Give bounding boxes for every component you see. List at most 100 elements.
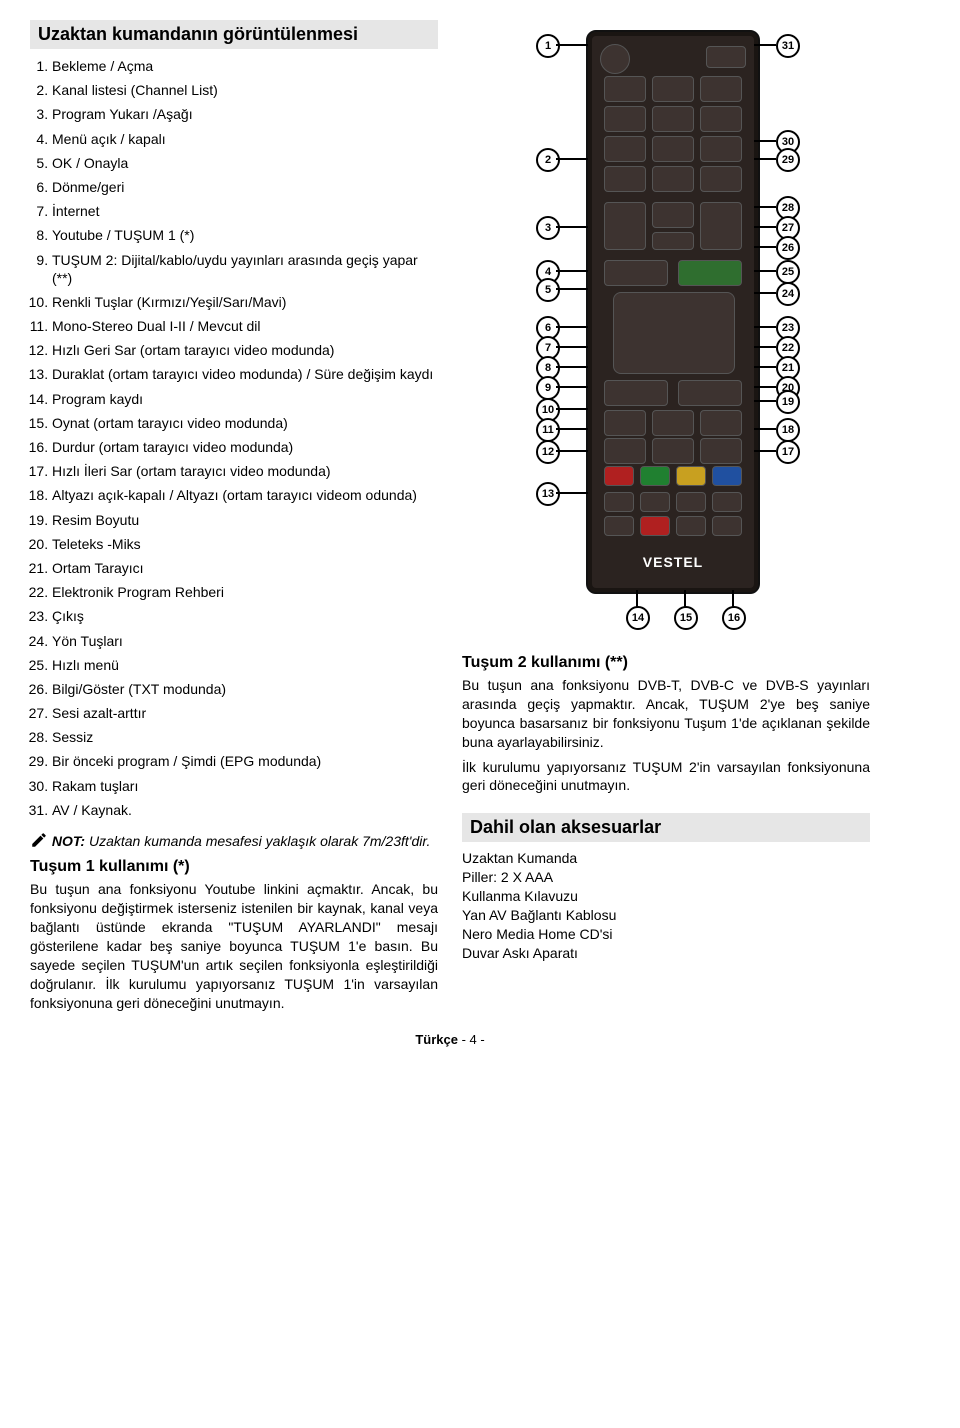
callout-bubble: 19 (776, 390, 800, 414)
remote-okpad (613, 292, 735, 374)
remote-btn-num (700, 76, 742, 102)
list-item: Hızlı Geri Sar (ortam tarayıcı video mod… (52, 341, 438, 359)
list-item: Hızlı İleri Sar (ortam tarayıcı video mo… (52, 462, 438, 480)
callout-bubble: 31 (776, 34, 800, 58)
callout-bubble: 24 (776, 282, 800, 306)
list-item: Yön Tuşları (52, 632, 438, 650)
footer-lang: Türkçe (415, 1032, 458, 1047)
callout-line (754, 292, 776, 294)
remote-btn-num (604, 76, 646, 102)
remote-btn-num (604, 106, 646, 132)
list-item: Program kaydı (52, 390, 438, 408)
list-item: AV / Kaynak. (52, 801, 438, 819)
callout-line (754, 386, 776, 388)
callout-bubble: 13 (536, 482, 560, 506)
remote-btn (640, 492, 670, 512)
remote-btn-menu (604, 260, 668, 286)
callout-bubble: 15 (674, 606, 698, 630)
tusum2-body: Bu tuşun ana fonksiyonu DVB-T, DVB-C ve … (462, 676, 870, 752)
remote-btn-red (604, 466, 634, 486)
remote-body: VESTEL (586, 30, 760, 594)
remote-btn-mute (652, 202, 694, 228)
list-item: Durdur (ortam tarayıcı video modunda) (52, 438, 438, 456)
remote-btn-rec (640, 516, 670, 536)
list-item: Çıkış (52, 607, 438, 625)
remote-btn (652, 232, 694, 250)
remote-btn-power (600, 44, 630, 74)
pencil-icon (30, 831, 48, 849)
remote-btn (700, 410, 742, 436)
callout-line (556, 492, 588, 494)
list-item: İnternet (52, 202, 438, 220)
remote-btn-vol (604, 202, 646, 250)
tusum2-body2: İlk kurulumu yapıyorsanız TUŞUM 2'in var… (462, 758, 870, 796)
accessory-item: Duvar Askı Aparatı (462, 945, 870, 961)
list-item: Sessiz (52, 728, 438, 746)
remote-btn (676, 492, 706, 512)
callout-bubble: 11 (536, 418, 560, 442)
list-item: Kanal listesi (Channel List) (52, 81, 438, 99)
remote-btn (604, 516, 634, 536)
list-item: Hızlı menü (52, 656, 438, 674)
brand-label: VESTEL (588, 554, 758, 570)
callout-line (732, 590, 734, 608)
list-item: Rakam tuşları (52, 777, 438, 795)
list-item: Teleteks -Miks (52, 535, 438, 553)
callout-line (556, 270, 588, 272)
callout-line (754, 366, 776, 368)
tusum1-title: Tuşum 1 kullanımı (*) (30, 858, 438, 876)
accessory-item: Yan AV Bağlantı Kablosu (462, 907, 870, 923)
remote-btn-blue (712, 466, 742, 486)
tusum1-body: Bu tuşun ana fonksiyonu Youtube linkini … (30, 880, 438, 1012)
left-column: Uzaktan kumandanın görüntülenmesi Beklem… (30, 20, 438, 1018)
callout-bubble: 17 (776, 440, 800, 464)
callout-bubble: 2 (536, 148, 560, 172)
callout-line (754, 44, 776, 46)
list-item: Ortam Tarayıcı (52, 559, 438, 577)
list-item: OK / Onayla (52, 154, 438, 172)
list-item: Altyazı açık-kapalı / Altyazı (ortam tar… (52, 486, 438, 504)
callout-line (556, 44, 588, 46)
callout-line (556, 386, 588, 388)
callout-bubble: 18 (776, 418, 800, 442)
remote-btn (652, 438, 694, 464)
footer-page: - 4 - (458, 1032, 485, 1047)
callout-line (754, 206, 776, 208)
remote-btn-num (700, 136, 742, 162)
callout-line (556, 366, 588, 368)
list-item: Dönme/geri (52, 178, 438, 196)
remote-btn-yellow (676, 466, 706, 486)
accessory-item: Piller: 2 X AAA (462, 869, 870, 885)
remote-btn-green (640, 466, 670, 486)
callout-bubble: 5 (536, 278, 560, 302)
callout-bubble: 3 (536, 216, 560, 240)
callout-line (556, 226, 588, 228)
remote-btn (604, 410, 646, 436)
callout-bubble: 9 (536, 376, 560, 400)
list-item: Program Yukarı /Aşağı (52, 105, 438, 123)
callout-line (556, 326, 588, 328)
list-item: Bir önceki program / Şimdi (EPG modunda) (52, 752, 438, 770)
list-item: Bilgi/Göster (TXT modunda) (52, 680, 438, 698)
callout-bubble: 1 (536, 34, 560, 58)
callout-bubble: 16 (722, 606, 746, 630)
callout-bubble: 12 (536, 440, 560, 464)
callout-line (754, 226, 776, 228)
accessory-item: Kullanma Kılavuzu (462, 888, 870, 904)
callout-line (754, 158, 776, 160)
right-column: VESTEL 123456789101112133130292827262524… (462, 20, 870, 1018)
callout-line (754, 140, 776, 142)
callout-line (754, 400, 776, 402)
callout-line (754, 270, 776, 272)
callout-line (556, 346, 588, 348)
list-item: Youtube / TUŞUM 1 (*) (52, 226, 438, 244)
remote-btn-swap (700, 166, 742, 192)
remote-btn (712, 516, 742, 536)
callout-bubble: 29 (776, 148, 800, 172)
page-footer: Türkçe - 4 - (30, 1032, 870, 1047)
callout-line (754, 450, 776, 452)
remote-btn-back (604, 380, 668, 406)
callout-line (754, 428, 776, 430)
remote-btn-num (652, 76, 694, 102)
callout-line (754, 346, 776, 348)
